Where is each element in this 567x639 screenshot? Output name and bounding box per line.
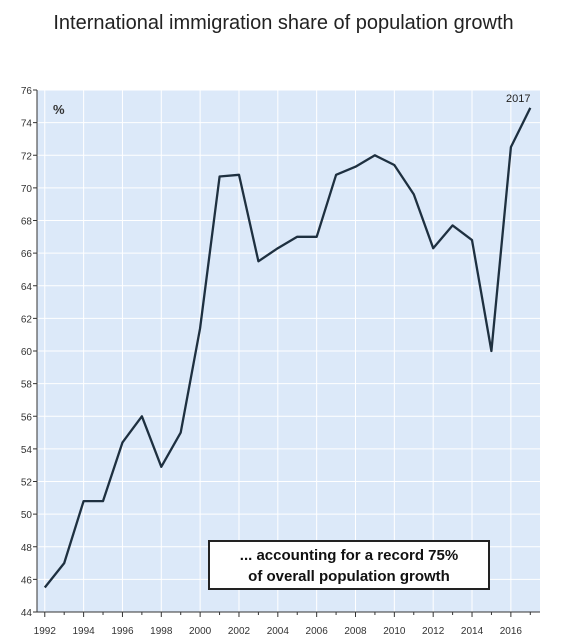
annotation-line-1: ... accounting for a record 75%: [239, 547, 459, 564]
y-tick-label: 70: [21, 184, 33, 195]
x-tick-label: 2014: [461, 626, 484, 637]
y-tick-label: 74: [21, 119, 33, 130]
y-tick-label: 44: [21, 608, 33, 619]
x-tick-label: 2004: [267, 626, 290, 637]
y-tick-label: 62: [21, 314, 33, 325]
x-axis-ticks: 1992 1994 1996 1998 2000 2002 2004 2006 2008 2010…: [34, 612, 531, 637]
y-tick-label: 60: [21, 347, 33, 358]
series-line: [43, 107, 532, 589]
y-tick-label: 68: [21, 217, 33, 228]
x-tick-label: 2002: [228, 626, 251, 637]
annotation-line-2: of overall population growth: [248, 568, 450, 585]
y-tick-label: 76: [21, 86, 33, 97]
end-year-label: 2017: [506, 93, 530, 105]
x-tick-label: 1998: [150, 626, 173, 637]
y-tick-label: 72: [21, 151, 33, 162]
x-tick-label: 1996: [111, 626, 134, 637]
y-tick-label: 58: [21, 380, 33, 391]
x-tick-label: 2008: [344, 626, 367, 637]
annotation-box: ... accounting for a record 75% of overa…: [208, 540, 490, 590]
y-tick-label: 50: [21, 510, 33, 521]
y-tick-label: 64: [21, 282, 33, 293]
unit-label: %: [53, 102, 65, 117]
y-tick-label: 52: [21, 478, 33, 489]
x-tick-label: 2016: [500, 626, 523, 637]
x-tick-label: 1994: [72, 626, 95, 637]
x-tick-label: 2012: [422, 626, 445, 637]
y-tick-label: 48: [21, 543, 33, 554]
x-tick-label: 1992: [34, 626, 57, 637]
y-axis-ticks: 44 46 48 50 52 54 56 58 60 62 64 66 68 70 72 74 76: [21, 86, 37, 619]
y-tick-label: 54: [21, 445, 33, 456]
y-tick-label: 56: [21, 412, 33, 423]
y-tick-label: 46: [21, 575, 33, 586]
x-tick-label: 2010: [383, 626, 406, 637]
x-tick-label: 2006: [306, 626, 329, 637]
y-tick-label: 66: [21, 249, 33, 260]
x-tick-label: 2000: [189, 626, 212, 637]
chart-title: International immigration share of popul…: [53, 12, 514, 34]
